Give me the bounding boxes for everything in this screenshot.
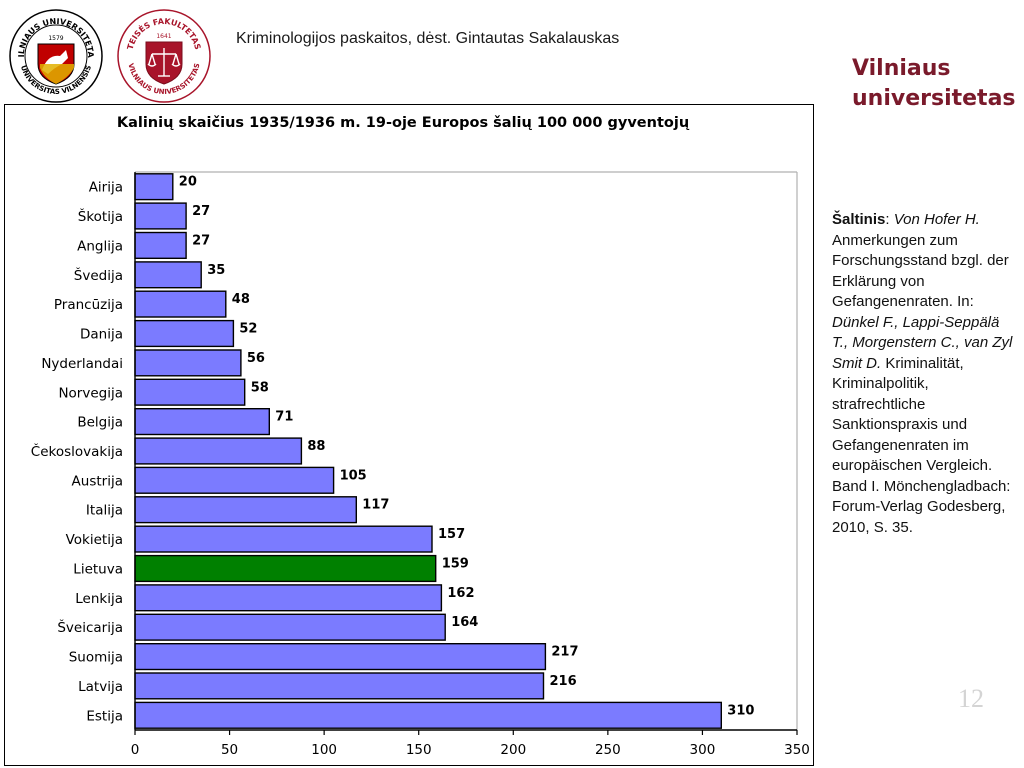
university-brand: Vilniaus universitetas — [852, 54, 1016, 114]
category-label-16: Suomija — [69, 650, 123, 666]
bar-6 — [134, 349, 242, 377]
source-text-2: Kriminalität, Kriminalpolitik, strafrech… — [832, 354, 1011, 536]
category-label-3: Švedija — [74, 266, 123, 284]
category-label-14: Lenkija — [75, 591, 123, 607]
lecture-title: Kriminologijos paskaitos, dėst. Gintauta… — [236, 30, 620, 47]
category-label-10: Austrija — [72, 473, 123, 489]
category-label-11: Italija — [86, 503, 123, 519]
plot-area: Airija 20 Škotija 27 Anglija 27 Švedija 35 Pranc… — [31, 171, 810, 758]
category-label-2: Anglija — [77, 238, 123, 254]
page-number: 12 — [958, 684, 984, 713]
x-tick-label-7: 350 — [784, 742, 810, 758]
bar-7 — [134, 378, 246, 406]
x-tick-label-0: 0 — [131, 742, 140, 758]
category-label-15: Šveicarija — [57, 618, 123, 636]
category-label-5: Danija — [80, 327, 123, 343]
brand-line-2: universitetas — [852, 86, 1016, 111]
category-label-6: Nyderlandai — [41, 356, 123, 372]
chart-container: Kalinių skaičius 1935/1936 m. 19-oje Eur… — [4, 104, 814, 766]
bar-15 — [134, 613, 446, 641]
source-citation: Šaltinis: Von Hofer H. Anmerkungen zum F… — [832, 210, 1016, 538]
vu-year: 1579 — [48, 35, 63, 42]
value-label-6: 56 — [247, 351, 265, 366]
value-label-7: 58 — [251, 380, 269, 395]
value-label-11: 117 — [362, 498, 389, 513]
category-label-9: Čekoslovakija — [31, 442, 123, 460]
value-label-9: 88 — [307, 439, 325, 454]
x-tick-label-1: 50 — [221, 742, 238, 758]
value-label-13: 159 — [442, 557, 469, 572]
tf-year: 1641 — [156, 33, 171, 40]
category-label-8: Belgija — [77, 415, 123, 431]
category-label-1: Škotija — [78, 207, 123, 225]
category-label-13: Lietuva — [73, 562, 123, 578]
value-label-10: 105 — [340, 468, 367, 483]
value-label-17: 216 — [550, 674, 577, 689]
x-tick-label-6: 300 — [690, 742, 716, 758]
bar-14 — [134, 584, 443, 612]
value-label-15: 164 — [451, 615, 478, 630]
bar-4 — [134, 290, 227, 318]
law-faculty-logo: TEISĖS FAKULTETAS VILNIAUS UNIVERSITETAS… — [117, 9, 211, 103]
bar-2 — [134, 231, 187, 259]
x-tick-label-3: 150 — [406, 742, 432, 758]
source-editors: Dünkel F., Lappi-Seppälä T., Morgenstern… — [832, 313, 1013, 372]
category-label-12: Vokietija — [66, 532, 123, 548]
value-label-0: 20 — [179, 175, 197, 190]
vilnius-university-logo: VILNIAUS UNIVERSITETAS UNIVERSITAS VILNE… — [8, 8, 103, 103]
value-label-5: 52 — [239, 322, 257, 337]
bar-18 — [134, 701, 722, 729]
category-label-7: Norvegija — [58, 385, 123, 401]
value-label-12: 157 — [438, 527, 465, 542]
category-label-0: Airija — [89, 180, 123, 196]
category-label-4: Prancūzija — [54, 297, 123, 313]
source-text-1: Anmerkungen zum Forschungsstand bzgl. de… — [832, 231, 1009, 311]
x-tick-label-5: 250 — [595, 742, 621, 758]
prison-population-bar-chart: Kalinių skaičius 1935/1936 m. 19-oje Eur… — [31, 115, 810, 758]
value-label-18: 310 — [727, 703, 754, 718]
x-tick-label-2: 100 — [311, 742, 337, 758]
value-label-8: 71 — [275, 410, 293, 425]
value-label-1: 27 — [192, 204, 210, 219]
bar-1 — [134, 202, 187, 230]
category-label-18: Estija — [86, 708, 123, 724]
bar-12 — [134, 525, 433, 553]
chart-title: Kalinių skaičius 1935/1936 m. 19-oje Eur… — [117, 115, 690, 131]
bar-13 — [134, 554, 437, 583]
bar-0 — [134, 173, 174, 201]
source-label: Šaltinis — [832, 211, 886, 228]
value-label-4: 48 — [232, 292, 250, 307]
bar-9 — [134, 437, 303, 465]
bar-11 — [134, 496, 358, 524]
value-label-3: 35 — [207, 263, 225, 278]
bar-8 — [134, 408, 271, 436]
bar-5 — [134, 319, 235, 348]
source-author: Von Hofer H. — [893, 211, 980, 228]
source-separator: : — [885, 211, 894, 228]
brand-line-1: Vilniaus — [852, 56, 951, 81]
x-tick-label-4: 200 — [500, 742, 526, 758]
value-label-16: 217 — [551, 645, 578, 660]
category-label-17: Latvija — [78, 679, 123, 695]
value-label-14: 162 — [447, 586, 474, 601]
bar-17 — [134, 672, 545, 700]
bar-3 — [134, 261, 202, 289]
bar-10 — [134, 466, 335, 494]
bar-16 — [134, 643, 547, 671]
value-label-2: 27 — [192, 233, 210, 248]
